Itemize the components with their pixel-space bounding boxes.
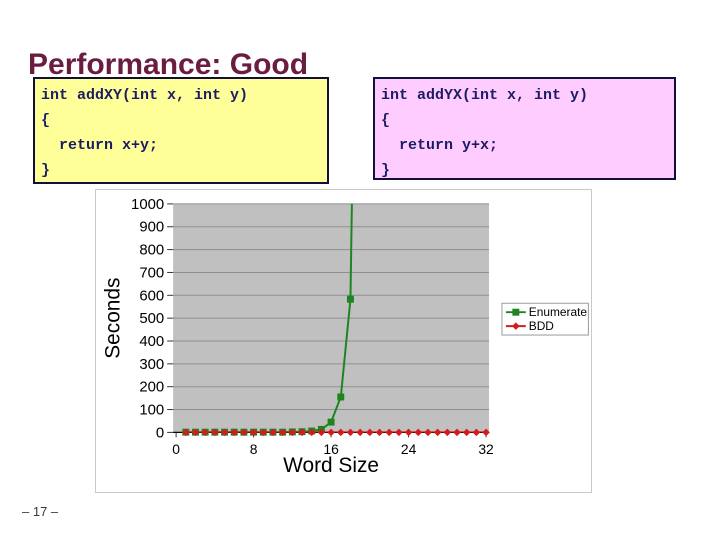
y-tick-label: 300 bbox=[139, 357, 164, 373]
legend-label: Enumerate bbox=[529, 305, 588, 319]
y-tick-label: 900 bbox=[139, 220, 164, 236]
x-tick-label: 8 bbox=[250, 441, 258, 457]
y-tick-label: 0 bbox=[156, 425, 164, 441]
data-point-marker bbox=[201, 428, 209, 437]
data-point-marker bbox=[395, 428, 403, 437]
data-point-marker bbox=[278, 428, 287, 437]
data-point-marker bbox=[298, 428, 306, 437]
data-point-marker bbox=[472, 428, 481, 437]
y-axis-title: Seconds bbox=[101, 278, 124, 359]
gridlines bbox=[167, 203, 490, 433]
data-point-marker bbox=[230, 428, 238, 437]
y-tick-label: 100 bbox=[139, 403, 164, 419]
data-point-marker bbox=[240, 428, 248, 437]
legend-entry-bdd: BDD bbox=[505, 319, 555, 333]
legend-box bbox=[501, 302, 589, 336]
y-tick-label: 200 bbox=[139, 380, 164, 396]
data-point-marker bbox=[337, 393, 345, 401]
x-tick-label: 24 bbox=[401, 441, 417, 457]
y-tick-label: 700 bbox=[139, 265, 164, 281]
data-point-marker bbox=[346, 295, 354, 303]
y-tick-label: 400 bbox=[139, 334, 164, 350]
y-tick-label: 600 bbox=[139, 288, 164, 304]
data-point-marker bbox=[182, 428, 190, 437]
y-tick-label: 500 bbox=[139, 311, 164, 327]
data-point-marker bbox=[336, 428, 345, 437]
data-point-marker bbox=[269, 428, 277, 437]
x-axis-title: Word Size bbox=[283, 454, 379, 477]
data-point-marker bbox=[211, 428, 219, 437]
data-point-marker bbox=[307, 428, 316, 437]
data-point-marker bbox=[356, 428, 364, 437]
data-point-marker bbox=[191, 428, 200, 437]
code-addyx-text: int addYX(int x, int y) { return y+x; } bbox=[381, 87, 589, 179]
code-box-addyx: int addYX(int x, int y) { return y+x; } bbox=[373, 77, 676, 180]
y-axis-labels: 0 100 200 300 400 500 600 700 800 900 1000 bbox=[131, 197, 164, 441]
data-point-marker bbox=[327, 428, 335, 437]
data-point-marker bbox=[375, 428, 384, 437]
data-point-marker bbox=[288, 428, 297, 437]
data-point-marker bbox=[366, 428, 374, 437]
legend-entry-enumerate: Enumerate bbox=[505, 305, 588, 319]
performance-chart-frame: 0 100 200 300 400 500 600 700 800 900 1000 0 8 16 24 32… bbox=[95, 189, 592, 493]
data-point-marker bbox=[327, 418, 335, 426]
y-tick-label: 800 bbox=[139, 243, 164, 259]
data-point-marker bbox=[414, 428, 423, 437]
page-number: – 17 – bbox=[22, 504, 59, 519]
data-point-marker bbox=[259, 428, 268, 437]
legend-marker bbox=[512, 308, 520, 316]
data-point-marker bbox=[346, 428, 355, 437]
x-axis-labels: 0 8 16 24 32 bbox=[172, 432, 494, 457]
code-addxy-text: int addXY(int x, int y) { return x+y; } bbox=[41, 87, 249, 179]
legend-label: BDD bbox=[529, 319, 555, 333]
x-tick-label: 0 bbox=[172, 441, 180, 457]
x-tick-label: 32 bbox=[478, 441, 494, 457]
data-point-marker bbox=[249, 428, 258, 437]
legend-marker bbox=[512, 322, 520, 330]
code-box-addxy: int addXY(int x, int y) { return x+y; } bbox=[33, 77, 329, 184]
x-tick-label: 16 bbox=[323, 441, 339, 457]
y-tick-label: 1000 bbox=[131, 197, 164, 213]
data-point-marker bbox=[220, 428, 229, 437]
data-point-marker bbox=[385, 428, 393, 437]
slide-title: Performance: Good bbox=[28, 48, 309, 82]
data-point-marker bbox=[317, 428, 326, 437]
data-point-marker bbox=[482, 428, 490, 437]
data-point-marker bbox=[404, 428, 413, 437]
performance-chart: 0 100 200 300 400 500 600 700 800 900 1000 0 8 16 24 32… bbox=[101, 197, 589, 477]
